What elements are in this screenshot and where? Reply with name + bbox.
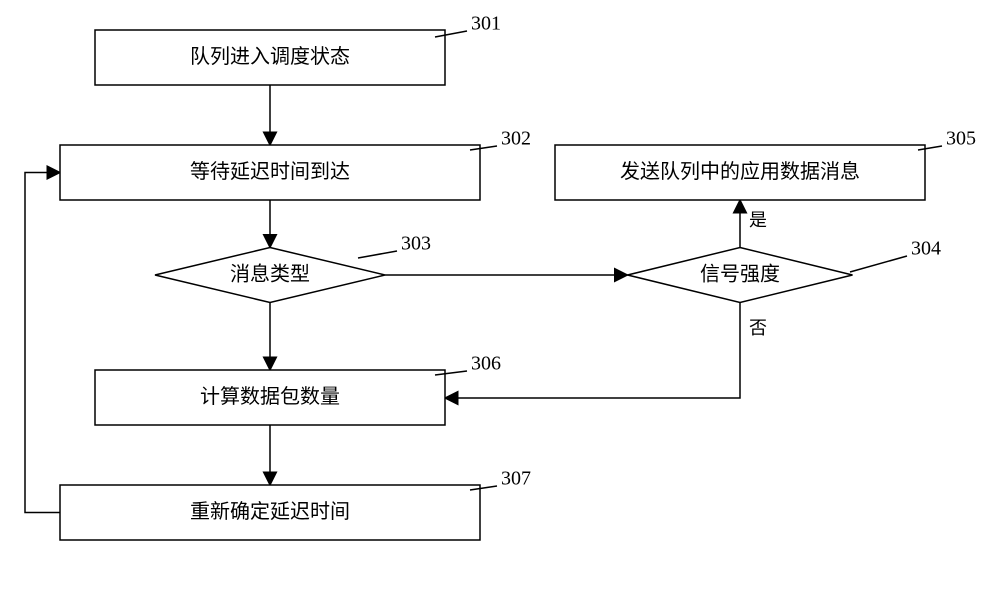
node-n305-text: 发送队列中的应用数据消息 [620, 160, 860, 183]
leader-n304 [850, 256, 907, 272]
node-n303-text: 消息类型 [230, 263, 310, 286]
label-n306: 306 [471, 353, 501, 375]
label-n302: 302 [501, 128, 531, 150]
node-n307-text: 重新确定延迟时间 [190, 500, 350, 523]
label-n301: 301 [471, 13, 501, 35]
leader-n303 [358, 251, 397, 258]
node-n304-text: 信号强度 [700, 263, 780, 286]
label-n305: 305 [946, 128, 976, 150]
node-n306-text: 计算数据包数量 [200, 385, 340, 408]
label-n307: 307 [501, 468, 531, 490]
edge-n304-n306 [445, 303, 740, 399]
edge-label-n304-n306: 否 [749, 318, 767, 338]
label-n304: 304 [911, 238, 941, 260]
edge-n307-n302 [25, 173, 60, 513]
label-n303: 303 [401, 233, 431, 255]
edge-label-n304-n305: 是 [749, 210, 767, 230]
node-n302-text: 等待延迟时间到达 [190, 160, 350, 183]
node-n301-text: 队列进入调度状态 [190, 45, 350, 68]
